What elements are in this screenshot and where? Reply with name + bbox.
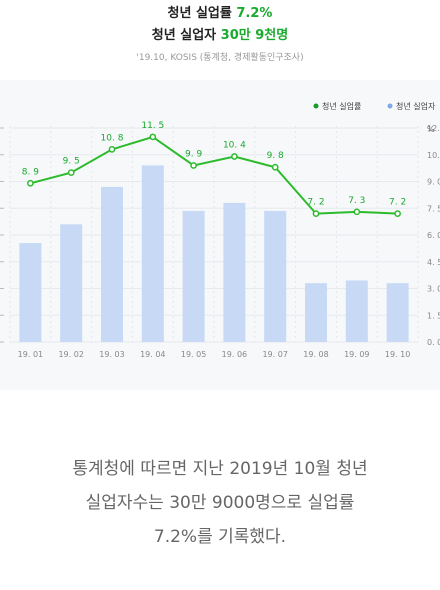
rate-point <box>231 153 238 160</box>
title-count-value: 30만 9천명 <box>220 28 289 43</box>
x-tick-label: 19. 08 <box>303 350 328 359</box>
bar <box>19 243 42 342</box>
bar <box>60 224 83 342</box>
right-axis-tick-label: 12. 0 <box>427 124 440 133</box>
x-tick-label: 19. 09 <box>344 350 369 359</box>
bar <box>182 210 205 342</box>
x-tick-label: 19. 05 <box>181 350 206 359</box>
source-note: '19.10, KOSIS (통계청, 경제활동인구조사) <box>136 53 304 63</box>
x-tick-label: 19. 01 <box>18 350 43 359</box>
rate-data-label: 8. 9 <box>22 167 39 177</box>
rate-point <box>149 133 157 141</box>
right-axis-tick-label: 7. 5 <box>427 204 440 213</box>
bar <box>345 280 368 342</box>
caption-line-2: 실업자수는 30만 9000명으로 실업률 <box>85 493 355 513</box>
rate-point <box>312 210 320 217</box>
caption-line-3: 7.2%를 기록했다. <box>153 527 287 547</box>
x-tick-label: 19. 03 <box>99 350 124 359</box>
rate-point <box>67 169 75 176</box>
rate-data-label: 7. 3 <box>348 196 365 206</box>
x-tick-label: 19. 07 <box>262 350 287 359</box>
title-unemployment-rate: 청년 실업률 7.2% <box>0 2 440 21</box>
title-unemployed-count: 청년 실업자 30만 9천명 <box>0 24 440 43</box>
rate-point <box>190 162 197 169</box>
x-tick-label: 19. 06 <box>222 350 247 359</box>
rate-data-label: 10. 8 <box>101 133 124 143</box>
rate-data-label: 9. 5 <box>63 157 80 167</box>
title-count-prefix: 청년 실업자 <box>151 28 221 43</box>
x-tick-label: 19. 10 <box>385 350 410 359</box>
caption: 통계청에 따르면 지난 2019년 10월 청년 실업자수는 30만 9000명… <box>0 452 440 554</box>
right-axis-tick-label: 10. 5 <box>427 151 440 160</box>
rate-point <box>27 179 34 187</box>
right-axis-tick-label: 9. 0 <box>427 178 440 187</box>
title-rate-prefix: 청년 실업률 <box>167 6 237 21</box>
legend-label-rate: 청년 실업률 <box>322 101 361 111</box>
right-axis-tick-label: 0. 0 <box>427 338 440 347</box>
bar <box>305 283 327 342</box>
rate-point <box>271 163 279 171</box>
bar <box>141 165 164 342</box>
rate-data-label: 10. 4 <box>223 141 246 151</box>
right-axis-tick-label: 4. 5 <box>427 258 440 267</box>
rate-point <box>394 210 401 217</box>
x-tick-label: 19. 02 <box>58 350 83 359</box>
caption-line-1: 통계청에 따르면 지난 2019년 10월 청년 <box>72 459 368 479</box>
right-axis-unit: % <box>427 125 435 134</box>
right-axis-tick-label: 3. 0 <box>427 285 440 294</box>
legend-marker-count <box>387 103 393 109</box>
combo-chart: 0. 0 1. 5 3. 0 4. 5 6. 0 7. 5 9. 0 10. 5 12. 0% 8… <box>0 101 440 359</box>
bar <box>223 202 246 342</box>
right-axis-tick-label: 6. 0 <box>427 231 440 240</box>
bar <box>264 210 287 342</box>
right-axis-tick-label: 1. 5 <box>427 311 440 320</box>
rate-data-label: 7. 2 <box>307 198 324 208</box>
x-tick-label: 19. 04 <box>140 350 165 359</box>
rate-point <box>108 146 116 153</box>
rate-data-label: 9. 9 <box>185 149 202 159</box>
rate-data-label: 7. 2 <box>389 198 406 208</box>
rate-line <box>30 135 398 215</box>
legend-marker-rate <box>313 103 319 109</box>
bar <box>101 186 123 342</box>
rate-data-label: 9. 8 <box>267 151 284 161</box>
legend-label-count: 청년 실업자 <box>396 101 436 111</box>
rate-data-label: 11. 5 <box>141 121 164 131</box>
rate-point <box>353 208 361 216</box>
bar <box>386 283 409 342</box>
title-rate-value: 7.2% <box>236 6 273 21</box>
